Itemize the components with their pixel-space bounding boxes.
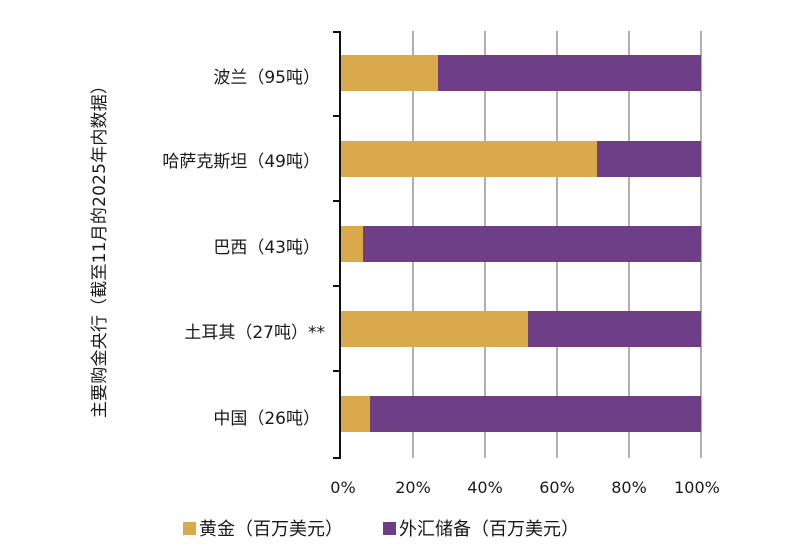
- category-label-kazakhstan: 哈萨克斯坦（49吨）: [162, 152, 320, 172]
- x-tick-label: 60%: [539, 478, 575, 497]
- y-axis-tick: [333, 31, 340, 33]
- legend-swatch-gold: [183, 521, 196, 535]
- bar-segment-gold: [341, 55, 439, 91]
- legend-label-gold: 黄金（百万美元）: [199, 519, 343, 540]
- y-axis-tick: [333, 200, 340, 202]
- category-label-china: 中国（26吨）: [213, 409, 320, 429]
- category-label-poland: 波兰（95吨）: [213, 68, 320, 88]
- bar-poland: [341, 55, 701, 91]
- plot-area: [341, 31, 702, 458]
- y-axis-tick: [333, 115, 340, 117]
- bar-segment-fx: [369, 396, 701, 432]
- y-axis-tick: [333, 285, 340, 287]
- x-tick-label: 40%: [467, 478, 503, 497]
- bar-turkey: [341, 311, 701, 347]
- x-tick-label: 80%: [611, 478, 647, 497]
- category-label-turkey: 土耳其（27吨）**: [184, 323, 325, 343]
- category-label-brazil: 巴西（43吨）: [213, 238, 320, 258]
- bar-segment-gold: [341, 396, 370, 432]
- bar-china: [341, 396, 701, 432]
- bar-segment-gold: [341, 141, 597, 177]
- gridline-100: [700, 31, 702, 458]
- bar-segment-gold: [341, 226, 363, 262]
- x-tick-label: 100%: [674, 478, 720, 497]
- y-axis-tick: [333, 370, 340, 372]
- bar-segment-gold: [341, 311, 529, 347]
- y-axis-title: 主要购金央行（截至11月的2025年内数据）: [90, 76, 111, 418]
- bar-kazakhstan: [341, 141, 701, 177]
- bar-brazil: [341, 226, 701, 262]
- bar-segment-fx: [438, 55, 701, 91]
- legend: 黄金（百万美元） 外汇储备（百万美元）: [183, 515, 619, 541]
- y-axis-tick: [333, 457, 340, 459]
- bar-segment-fx: [528, 311, 701, 347]
- legend-swatch-fx: [383, 521, 396, 535]
- y-axis-line: [339, 31, 341, 459]
- legend-item-fx: 外汇储备（百万美元）: [383, 515, 579, 541]
- legend-item-gold: 黄金（百万美元）: [183, 515, 343, 541]
- legend-label-fx: 外汇储备（百万美元）: [399, 519, 579, 540]
- bar-segment-fx: [596, 141, 701, 177]
- x-tick-label: 20%: [395, 478, 431, 497]
- y-axis-title-wrap: 主要购金央行（截至11月的2025年内数据）: [78, 22, 118, 472]
- bar-segment-fx: [362, 226, 701, 262]
- x-tick-label: 0%: [330, 478, 356, 497]
